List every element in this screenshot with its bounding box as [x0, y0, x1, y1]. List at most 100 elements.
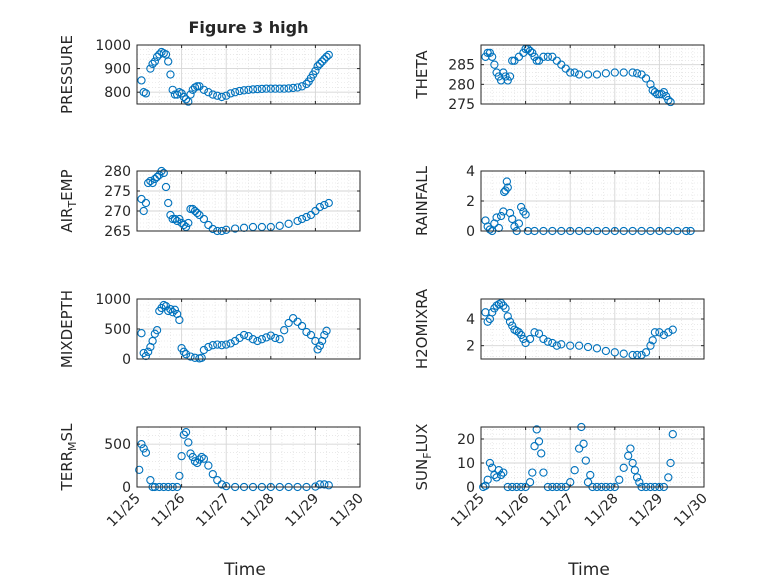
y-tick-label: 0 [122, 352, 131, 368]
y-axis-label: RAINFALL [413, 165, 431, 236]
data-point [275, 221, 284, 230]
data-point [164, 198, 173, 208]
data-point [624, 451, 633, 460]
data-point [141, 351, 151, 361]
data-point [139, 206, 148, 216]
data-point [266, 331, 275, 340]
data-point [619, 463, 628, 472]
x-tick-label: 11/25 [448, 491, 488, 531]
data-point [510, 325, 519, 334]
data-point [181, 427, 191, 437]
data-point [666, 458, 675, 468]
data-point [193, 208, 202, 218]
data-point [164, 57, 173, 66]
data-point [503, 76, 512, 85]
data-point [199, 85, 209, 94]
y-tick-label: 275 [104, 184, 131, 200]
data-point [217, 480, 226, 489]
data-point [646, 80, 655, 89]
data-point [222, 91, 231, 100]
data-point [503, 183, 512, 192]
data-point [566, 341, 575, 350]
data-point [170, 305, 180, 314]
x-tick-label: 11/25 [104, 491, 144, 531]
axes-box [136, 170, 361, 232]
data-point [496, 470, 506, 480]
data-point [528, 468, 537, 477]
data-point [275, 84, 284, 93]
data-point [666, 97, 675, 107]
data-point [208, 341, 217, 350]
data-point [152, 52, 162, 61]
data-point [204, 461, 213, 470]
y-tick-label: 285 [448, 58, 475, 74]
data-point [172, 216, 182, 226]
data-point [315, 480, 325, 489]
data-point [505, 317, 515, 326]
data-point [485, 48, 495, 58]
data-point [244, 85, 253, 94]
data-point [583, 342, 593, 352]
data-point [271, 333, 280, 343]
scatter-series [137, 47, 333, 106]
data-point [152, 326, 162, 335]
data-point [632, 69, 642, 78]
axes-box [480, 426, 705, 488]
x-tick-label: 11/27 [537, 491, 577, 531]
data-point [487, 52, 497, 61]
data-point [141, 448, 151, 457]
data-point [293, 216, 302, 226]
data-point [664, 328, 673, 337]
data-point [530, 442, 539, 451]
data-point [579, 439, 588, 448]
data-point [619, 68, 628, 77]
data-point [284, 318, 293, 328]
data-point [525, 46, 535, 56]
data-point [213, 475, 222, 485]
data-point [186, 352, 195, 361]
data-point [514, 328, 524, 337]
data-point [499, 468, 508, 477]
data-point [543, 52, 553, 61]
data-point [574, 341, 584, 350]
data-point [528, 48, 537, 58]
x-tick-label: 11/26 [493, 490, 533, 530]
data-point [543, 337, 553, 346]
data-point [581, 456, 590, 465]
data-point [293, 83, 302, 92]
data-point [184, 218, 193, 228]
subplot-2: 275 280 285 THETA [413, 44, 705, 113]
data-point [170, 214, 180, 224]
data-point [532, 425, 541, 434]
x-axis-label-left: Time [223, 560, 266, 580]
data-point [583, 478, 593, 487]
data-point [570, 68, 579, 77]
data-point [324, 198, 333, 208]
data-point [483, 317, 492, 326]
data-point [641, 348, 651, 357]
data-point [628, 68, 637, 77]
y-tick-label: 0 [466, 224, 475, 240]
data-point [311, 66, 320, 76]
data-point [217, 341, 226, 350]
scatter-series [481, 44, 675, 107]
data-point [217, 92, 226, 102]
data-point [213, 91, 222, 100]
plot-area [481, 45, 704, 104]
data-point [257, 335, 267, 344]
data-point [186, 90, 195, 99]
data-point [532, 56, 541, 65]
x-tick-label: 11/30 [671, 491, 711, 531]
x-tick-label: 11/30 [327, 491, 367, 531]
data-point [501, 304, 510, 313]
y-tick-label: 800 [104, 85, 131, 101]
data-point [204, 88, 213, 97]
data-point [516, 330, 526, 340]
data-point [657, 90, 666, 99]
data-point [175, 315, 184, 325]
data-point [280, 326, 289, 335]
data-point [648, 336, 657, 345]
data-point [181, 350, 191, 359]
y-tick-label: 2 [466, 339, 475, 355]
data-point [320, 55, 329, 64]
